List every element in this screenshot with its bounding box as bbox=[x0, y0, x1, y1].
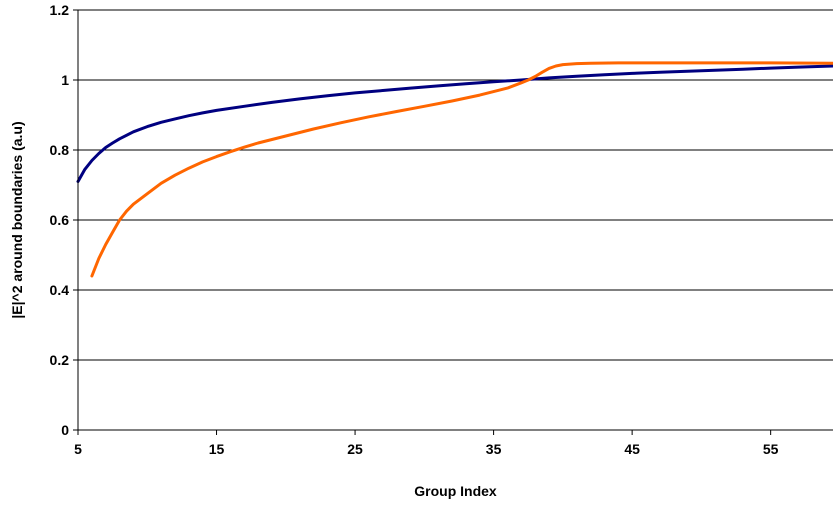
x-tick-label: 15 bbox=[209, 441, 225, 457]
series-line-2 bbox=[90, 61, 833, 278]
axes bbox=[73, 9, 833, 435]
gridlines bbox=[78, 9, 833, 361]
y-axis-title: |E|^2 around boundaries (a.u) bbox=[9, 121, 25, 318]
x-tick-label: 25 bbox=[347, 441, 363, 457]
x-axis-title: Group Index bbox=[414, 483, 497, 499]
y-tick-label: 0 bbox=[61, 422, 69, 438]
y-tick-label: 0.4 bbox=[50, 282, 70, 298]
x-tick-label: 5 bbox=[74, 441, 82, 457]
x-tick-label: 55 bbox=[763, 441, 779, 457]
y-tick-label: 0.2 bbox=[50, 352, 70, 368]
y-tick-label: 0.6 bbox=[50, 212, 70, 228]
y-tick-label: 0.8 bbox=[50, 142, 70, 158]
y-tick-label: 1 bbox=[61, 72, 69, 88]
x-tick-label: 35 bbox=[486, 441, 502, 457]
y-tick-label: 1.2 bbox=[50, 2, 70, 18]
series-group bbox=[76, 61, 833, 278]
series-line-1 bbox=[76, 64, 833, 183]
x-tick-label: 45 bbox=[624, 441, 640, 457]
tick-labels: 0 0.2 0.4 0.6 0.8 1 1.2 5 15 25 35 45 55 bbox=[50, 2, 779, 457]
